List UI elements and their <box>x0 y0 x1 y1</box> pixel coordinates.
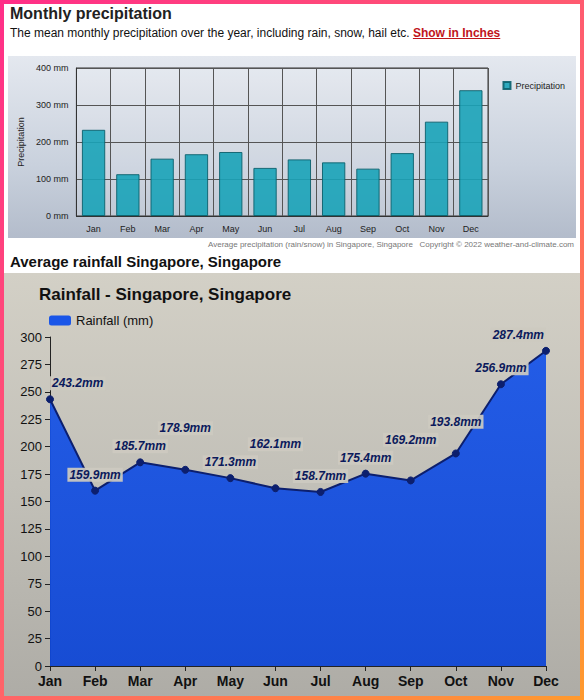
svg-text:Oct: Oct <box>444 673 468 689</box>
svg-text:100: 100 <box>20 549 42 564</box>
svg-text:Jul: Jul <box>310 673 330 689</box>
svg-text:Sep: Sep <box>398 673 424 689</box>
svg-text:Nov: Nov <box>488 673 515 689</box>
svg-text:Feb: Feb <box>83 673 108 689</box>
svg-text:169.2mm: 169.2mm <box>385 433 437 447</box>
svg-text:158.7mm: 158.7mm <box>295 469 347 483</box>
svg-text:Sep: Sep <box>360 224 376 234</box>
svg-text:0 mm: 0 mm <box>46 211 69 221</box>
svg-text:Precipitation: Precipitation <box>16 117 26 167</box>
svg-text:Precipitation: Precipitation <box>515 81 565 91</box>
html-text:Average rainfall Singapore, Si: Average rainfall Singapore, Singapore <box>10 253 282 270</box>
svg-text:200: 200 <box>20 439 42 454</box>
svg-text:Mar: Mar <box>154 224 170 234</box>
svg-text:243.2mm: 243.2mm <box>51 376 104 390</box>
svg-text:125: 125 <box>20 521 42 536</box>
svg-text:Jan: Jan <box>86 224 101 234</box>
svg-text:Apr: Apr <box>189 224 203 234</box>
svg-text:175.4mm: 175.4mm <box>340 451 392 465</box>
svg-text:300 mm: 300 mm <box>36 100 69 110</box>
svg-text:Feb: Feb <box>120 224 136 234</box>
svg-text:50: 50 <box>28 604 42 619</box>
svg-text:Nov: Nov <box>429 224 446 234</box>
svg-text:Rainfall - Singapore, Singapor: Rainfall - Singapore, Singapore <box>39 285 291 304</box>
svg-text:185.7mm: 185.7mm <box>114 439 166 453</box>
html-text:Copyright © 2022 weather-and-c: Copyright © 2022 weather-and-climate.com <box>419 240 574 249</box>
svg-text:Jul: Jul <box>294 224 306 234</box>
svg-text:171.3mm: 171.3mm <box>205 455 257 469</box>
svg-text:287.4mm: 287.4mm <box>492 328 545 342</box>
svg-text:159.9mm: 159.9mm <box>69 468 121 482</box>
svg-text:Aug: Aug <box>326 224 342 234</box>
html-text:The mean monthly precipitation: The mean monthly precipitation over the … <box>10 26 501 40</box>
svg-text:Jun: Jun <box>258 224 273 234</box>
svg-text:Jan: Jan <box>38 673 62 689</box>
svg-text:Dec: Dec <box>533 673 559 689</box>
html-text:Average precipitation (rain/sn: Average precipitation (rain/snow) in Sin… <box>208 240 413 249</box>
svg-text:225: 225 <box>20 412 42 427</box>
svg-text:May: May <box>217 673 244 689</box>
svg-text:162.1mm: 162.1mm <box>250 437 302 451</box>
html-text:Monthly precipitation: Monthly precipitation <box>10 5 172 22</box>
svg-text:Dec: Dec <box>463 224 480 234</box>
svg-text:400 mm: 400 mm <box>36 63 69 73</box>
svg-text:Apr: Apr <box>173 673 198 689</box>
svg-text:150: 150 <box>20 494 42 509</box>
svg-text:Jun: Jun <box>263 673 288 689</box>
svg-text:300: 300 <box>20 330 42 345</box>
svg-text:0: 0 <box>35 659 42 674</box>
svg-text:Aug: Aug <box>352 673 379 689</box>
svg-text:May: May <box>222 224 240 234</box>
svg-text:250: 250 <box>20 384 42 399</box>
svg-text:100 mm: 100 mm <box>36 174 69 184</box>
svg-text:75: 75 <box>28 576 42 591</box>
svg-text:200 mm: 200 mm <box>36 137 69 147</box>
svg-text:Mar: Mar <box>128 673 153 689</box>
svg-text:275: 275 <box>20 357 42 372</box>
svg-text:Oct: Oct <box>395 224 410 234</box>
svg-text:175: 175 <box>20 467 42 482</box>
svg-text:Rainfall (mm): Rainfall (mm) <box>76 313 153 328</box>
svg-text:193.8mm: 193.8mm <box>430 415 482 429</box>
svg-text:178.9mm: 178.9mm <box>160 421 212 435</box>
svg-text:256.9mm: 256.9mm <box>474 361 527 375</box>
svg-text:25: 25 <box>28 631 42 646</box>
